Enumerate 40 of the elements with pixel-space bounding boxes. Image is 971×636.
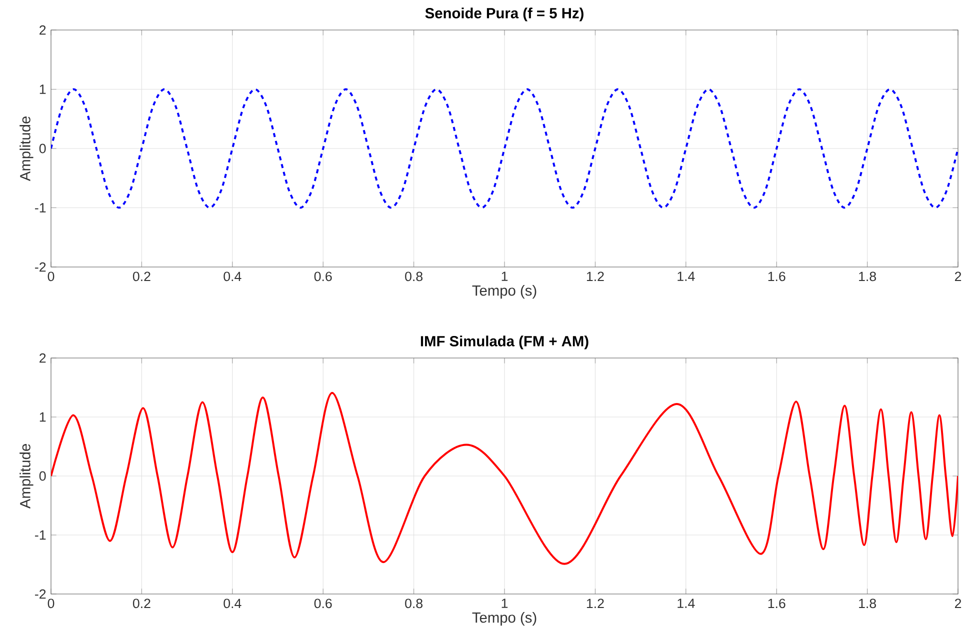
- y-tick-label: -1: [35, 203, 46, 212]
- x-tick-label: 1.4: [678, 272, 695, 281]
- y-tick-label: 2: [40, 25, 46, 35]
- y-tick-label: 0: [39, 471, 46, 481]
- x-tick-label: 0.6: [314, 598, 332, 608]
- y-tick-label: -1: [35, 530, 46, 540]
- y-tick-label: -2: [35, 589, 46, 599]
- x-tick-label: 1.6: [768, 598, 786, 608]
- x-tick-label: 0.8: [405, 598, 422, 608]
- x-tick-label: 2: [954, 272, 962, 282]
- x-tick-label: 0.2: [132, 272, 150, 282]
- x-tick-label: 1.2: [586, 598, 604, 608]
- chart-title: Senoide Pura (f = 5 Hz): [425, 8, 584, 22]
- x-tick-label: 1: [502, 272, 508, 281]
- y-axis-title: Amplitude: [20, 444, 34, 509]
- y-tick-label: 0: [39, 144, 46, 154]
- x-tick-label: 0.6: [314, 272, 332, 282]
- line-series: [51, 88, 958, 209]
- x-tick-label: 0.4: [224, 272, 242, 282]
- x-tick-label: 1.8: [859, 598, 876, 608]
- x-tick-label: 0.8: [405, 272, 422, 282]
- y-tick-label: -2: [35, 262, 46, 272]
- x-axis-title: Tempo (s): [472, 612, 536, 626]
- x-tick-label: 1.6: [768, 272, 786, 282]
- x-tick-label: 0: [48, 272, 54, 282]
- x-tick-label: 0.4: [224, 598, 242, 608]
- y-tick-label: 2: [40, 353, 46, 363]
- chart-title: IMF Simulada (FM + AM): [420, 336, 588, 350]
- x-tick-label: 1.2: [586, 272, 604, 282]
- x-axis-title: Tempo (s): [472, 284, 536, 299]
- x-tick-label: 0.2: [132, 598, 150, 608]
- y-tick-label: 1: [40, 84, 46, 94]
- x-tick-label: 1: [502, 598, 508, 608]
- x-tick-label: 1.4: [678, 598, 695, 608]
- x-tick-label: 1.8: [859, 272, 876, 282]
- x-tick-label: 2: [954, 598, 962, 608]
- x-tick-label: 0: [48, 598, 54, 608]
- line-series: [51, 392, 958, 565]
- y-tick-label: 1: [40, 412, 46, 422]
- y-axis-title: Amplitude: [20, 116, 34, 182]
